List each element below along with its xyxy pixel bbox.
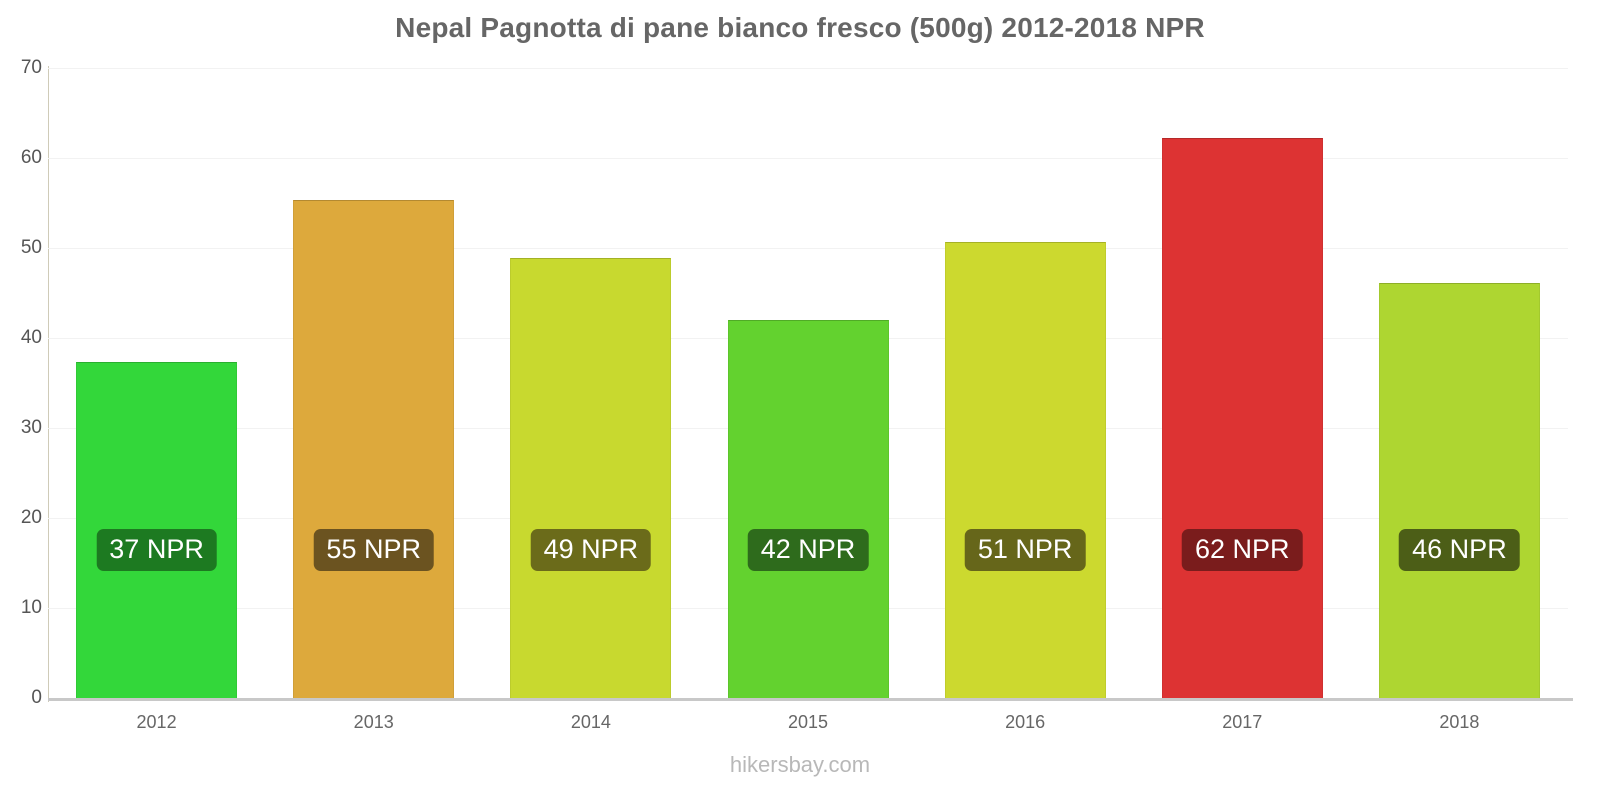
y-axis-tick-label: 20 [20,507,42,528]
bar-value-label-2015: 42 NPR [747,529,869,572]
gridline [48,68,1568,69]
bar-value-label-2014: 49 NPR [530,529,652,572]
bar-2017[interactable]: 62 NPR [1161,138,1323,698]
bar-value-label-2016: 51 NPR [964,529,1086,572]
bar-value-label-2018: 46 NPR [1399,529,1520,572]
bar-2015[interactable]: 42 NPR [727,320,889,698]
plot-area: 37 NPR 55 NPR 49 NPR 42 NPR 51 NPR 62 NPR 46 N… [48,68,1568,698]
y-axis-tick-label: 60 [20,147,42,168]
bar-2014[interactable]: 49 NPR [510,257,672,698]
x-axis-tick-label-2012: 2012 [136,712,177,732]
x-axis-tick-label-2014: 2014 [570,712,611,732]
x-axis-tick-label-2016: 2016 [1005,712,1046,732]
x-axis-tick-label-2017: 2017 [1222,712,1263,732]
bar-2013[interactable]: 55 NPR [293,200,455,698]
y-axis-tick-label: 10 [20,597,42,618]
y-axis-tick-label: 70 [20,57,42,78]
y-axis-tick-label: 0 [31,687,42,708]
gridline [48,158,1568,159]
x-axis-tick-label-2015: 2015 [787,712,829,732]
y-axis-line [48,66,49,702]
y-axis-tick-label: 40 [20,327,42,348]
bar-value-label-2013: 55 NPR [313,529,434,572]
y-axis-tick-label: 50 [20,237,42,258]
x-axis-tick-label-2013: 2013 [353,712,394,732]
bar-2016[interactable]: 51 NPR [944,241,1106,698]
chart-title: Nepal Pagnotta di pane bianco fresco (50… [395,12,1205,43]
x-axis-line [48,698,1573,701]
bar-value-label-2017: 62 NPR [1182,529,1303,572]
source-watermark: hikersbay.com [729,752,871,777]
x-axis-tick-label-2018: 2018 [1439,712,1480,732]
bar-2018[interactable]: 46 NPR [1378,283,1540,698]
gridline [48,248,1568,249]
bar-value-label-2012: 37 NPR [96,529,217,572]
bar-2012[interactable]: 37 NPR [76,362,238,698]
y-axis-tick-label: 30 [20,417,42,438]
